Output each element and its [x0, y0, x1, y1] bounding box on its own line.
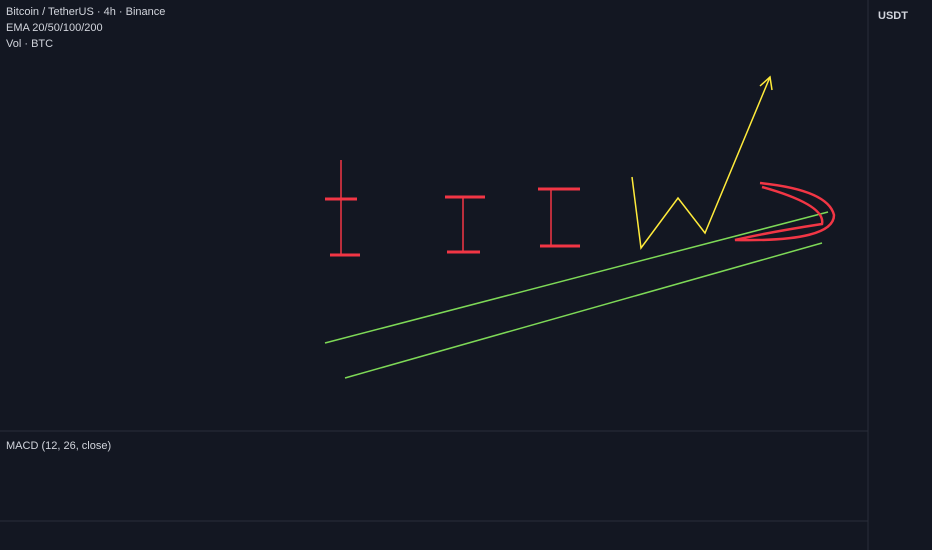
range-marks — [325, 160, 580, 257]
chart-title: Bitcoin / TetherUS · 4h · Binance — [6, 6, 165, 18]
trendline — [324, 211, 829, 344]
quote-currency[interactable]: USDT — [878, 10, 908, 22]
trendline — [344, 242, 823, 379]
volume-legend[interactable]: Vol · BTC — [6, 38, 53, 50]
indicator-legend[interactable]: EMA 20/50/100/200 — [6, 22, 103, 34]
arrow-head — [759, 75, 773, 91]
curve-drawing — [734, 181, 836, 242]
macd-legend[interactable]: MACD (12, 26, close) — [6, 440, 111, 452]
drawings — [324, 75, 836, 379]
price-axis — [868, 0, 932, 550]
projection-path — [631, 76, 771, 250]
